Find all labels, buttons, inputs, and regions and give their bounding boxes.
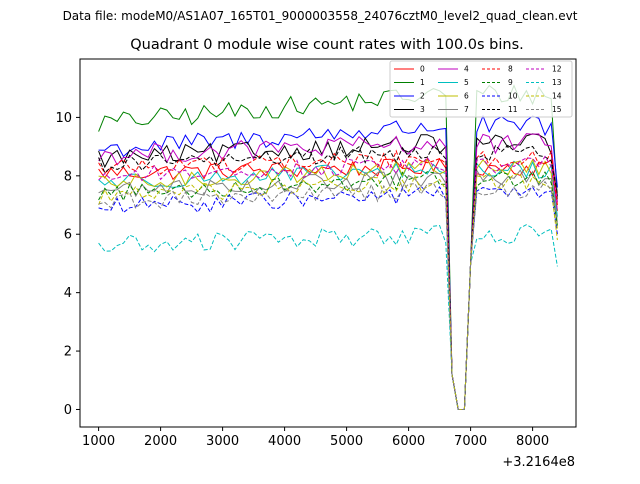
legend-label-2: 2: [420, 92, 425, 101]
legend-label-1: 1: [420, 78, 425, 87]
legend-label-13: 13: [552, 78, 562, 87]
legend-label-9: 9: [508, 78, 513, 87]
series-line-13: [98, 224, 558, 410]
suptitle: Data file: modeM0/AS1A07_165T01_90000035…: [63, 9, 578, 23]
y-tick-label: 6: [64, 228, 72, 243]
legend-label-14: 14: [552, 92, 562, 101]
series-line-4: [98, 133, 558, 410]
x-tick-label: 5000: [330, 434, 363, 449]
legend-label-7: 7: [464, 105, 469, 114]
legend-label-12: 12: [552, 65, 562, 74]
series-line-9: [98, 171, 558, 410]
legend-label-5: 5: [464, 78, 469, 87]
legend-label-3: 3: [420, 105, 425, 114]
legend-label-15: 15: [552, 105, 562, 114]
series-line-0: [98, 157, 558, 410]
series-line-12: [98, 155, 558, 410]
series-line-10: [98, 185, 558, 410]
y-tick-label: 8: [64, 169, 72, 184]
y-tick-label: 4: [64, 286, 72, 301]
x-tick-label: 1000: [82, 434, 115, 449]
x-tick-label: 8000: [516, 434, 549, 449]
series-line-14: [98, 172, 558, 410]
y-tick-label: 10: [55, 111, 72, 126]
x-tick-label: 3000: [206, 434, 239, 449]
x-tick-label: 4000: [268, 434, 301, 449]
series-line-1: [98, 84, 558, 410]
x-tick-label: 7000: [454, 434, 487, 449]
y-tick-label: 0: [64, 403, 72, 418]
axes-frame: [79, 58, 577, 428]
y-axis-ticks: 0 2 4 6 8 10: [55, 111, 80, 418]
series-line-15: [98, 180, 558, 410]
legend-label-4: 4: [464, 65, 469, 74]
series-line-2: [98, 114, 558, 410]
y-tick-label: 2: [64, 345, 72, 360]
legend-label-11: 11: [508, 105, 518, 114]
legend-box: [389, 60, 573, 118]
x-tick-label: 2000: [144, 434, 177, 449]
x-offset-label: +3.2164e8: [502, 455, 575, 470]
plot-lines: [98, 84, 558, 410]
x-axis-ticks: 1000 2000 3000 4000 5000 6000 7000 8000: [82, 427, 549, 449]
series-line-11: [98, 144, 558, 410]
series-line-3: [98, 133, 558, 410]
legend-label-10: 10: [508, 92, 518, 101]
series-line-6: [98, 158, 558, 410]
series-line-8: [98, 149, 558, 410]
legend-label-0: 0: [420, 65, 425, 74]
chart-title: Quadrant 0 module wise count rates with …: [130, 37, 524, 53]
series-line-7: [98, 168, 558, 410]
legend-label-8: 8: [508, 65, 513, 74]
x-tick-label: 6000: [392, 434, 425, 449]
legend-label-6: 6: [464, 92, 469, 101]
